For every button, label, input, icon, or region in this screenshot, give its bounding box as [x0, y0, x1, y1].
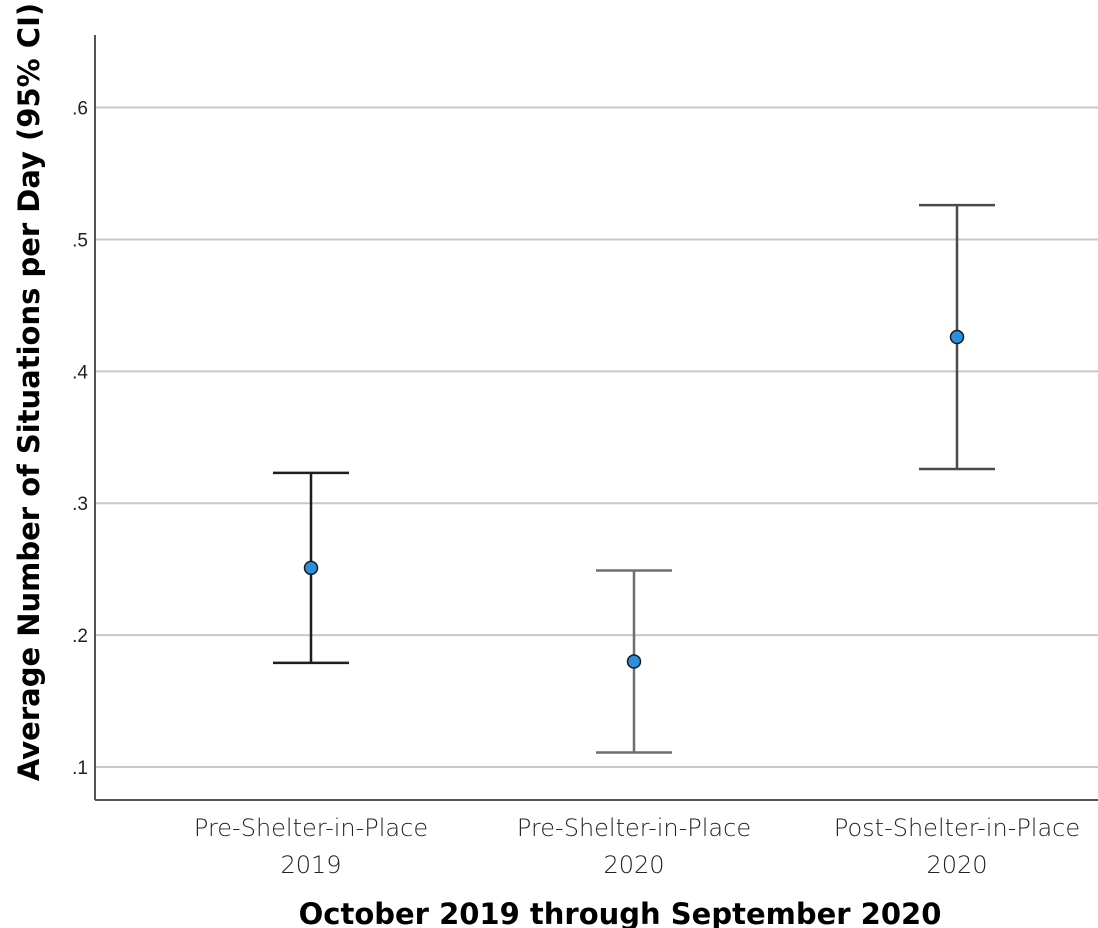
- axis-layer: [94, 35, 1098, 801]
- x-category-label: Pre-Shelter-in-Place: [194, 814, 428, 842]
- x-axis-title: October 2019 through September 2020: [299, 897, 942, 928]
- error-bars: [273, 203, 995, 754]
- y-tick-label: .5: [72, 230, 88, 251]
- x-category-label: 2020: [926, 851, 987, 879]
- x-category-label: Pre-Shelter-in-Place: [517, 814, 751, 842]
- y-axis-title: Average Number of Situations per Day (95…: [12, 3, 46, 781]
- mean-point: [949, 329, 965, 345]
- y-tick-label: .1: [72, 758, 88, 779]
- x-category-label: 2020: [603, 851, 664, 879]
- y-tick-label: .3: [72, 494, 88, 515]
- x-category-labels: Pre-Shelter-in-Place 2019 Pre-Shelter-in-P…: [194, 814, 1080, 879]
- y-tick-label: .4: [72, 362, 88, 383]
- x-category-label: Post-Shelter-in-Place: [834, 814, 1080, 842]
- mean-point: [626, 654, 642, 669]
- y-tick-labels: .1 .2 .3 .4 .5 .6: [72, 99, 88, 779]
- y-tick-label: .6: [72, 99, 88, 120]
- grid-layer: [95, 106, 1098, 769]
- x-category-label: 2019: [280, 851, 341, 879]
- y-tick-label: .2: [72, 626, 88, 647]
- mean-point: [303, 560, 319, 576]
- mean-markers: [303, 329, 965, 669]
